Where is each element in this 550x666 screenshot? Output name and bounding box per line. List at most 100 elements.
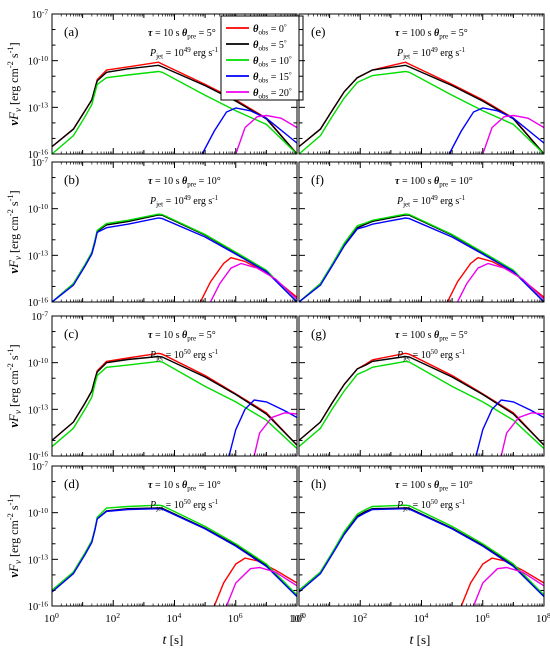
panel-params: τ = 100 s θpre = 10°: [395, 176, 473, 189]
y-tick-label: 10-7: [31, 459, 48, 473]
series-line-5deg: [299, 507, 544, 596]
x-tick-label: 108: [289, 611, 304, 625]
y-tick-label: 10-13: [28, 553, 49, 567]
y-tick-label: 10-16: [28, 147, 49, 161]
series-line-10deg: [52, 360, 297, 450]
x-tick-label: 106: [475, 611, 490, 625]
series-line-15deg: [52, 217, 297, 302]
y-tick-label: 10-16: [28, 295, 49, 309]
panel-letter: (g): [311, 326, 326, 341]
series-line-10deg: [52, 213, 297, 302]
series-line-0deg: [446, 256, 544, 302]
y-axis-label: νFν [erg cm-2 s-1]: [5, 344, 23, 427]
x-axis-label: t [s]: [163, 632, 184, 648]
panel-letter: (b): [64, 172, 79, 187]
panel-g: (g) τ = 100 s θpre = 5° Pjet = 1050 erg s-…: [298, 315, 545, 457]
panel-power: Pjet = 1049 erg s-1: [149, 194, 219, 209]
y-tick-label: 10-10: [28, 506, 49, 520]
panel-params: τ = 100 s θpre = 5°: [395, 330, 468, 343]
series-line-15deg: [299, 217, 544, 302]
legend: θobs = 0° θobs = 5° θobs = 10° θobs = 15° θo…: [220, 15, 304, 101]
series-line-0deg: [299, 61, 544, 154]
x-tick-label: 102: [352, 611, 367, 625]
panel-c: 10-7 10-10 10-13 10-16 νFν [erg cm-2 s-1] (c)…: [5, 309, 298, 463]
series-line-15deg: [228, 399, 297, 456]
panel-f: (f) τ = 100 s θpre = 10° Pjet = 1049 erg s…: [298, 161, 545, 303]
series-line-20deg: [500, 412, 544, 456]
series-line-5deg: [299, 64, 544, 154]
series-line-10deg: [299, 504, 544, 596]
series-line-10deg: [52, 504, 297, 596]
x-tick-label: 106: [228, 611, 243, 625]
y-tick-label: 10-13: [28, 101, 49, 115]
y-tick-label: 10-10: [28, 54, 49, 68]
y-axis-label: νFν [erg cm-2 s-1]: [5, 494, 23, 577]
series-line-0deg: [213, 557, 297, 606]
series-line-20deg: [225, 566, 297, 606]
panel-d: 10-7 10-10 10-13 10-16 νFν [erg cm-2 s-1] 100…: [5, 459, 304, 648]
x-tick-label: 104: [414, 611, 429, 625]
panel-params: τ = 100 s θpre = 5°: [395, 28, 468, 41]
y-tick-label: 10-13: [28, 403, 49, 417]
legend-entry-10deg: θobs = 10°: [253, 55, 292, 69]
panel-letter: (e): [311, 24, 325, 39]
series-line-5deg: [52, 507, 297, 596]
series-line-15deg: [475, 399, 544, 456]
legend-entry-15deg: θobs = 15°: [253, 71, 292, 85]
panel-h: 100 102 104 106 108 t [s] (h) τ = 100 s θpre = …: [291, 465, 550, 648]
x-tick-label: 100: [291, 611, 306, 625]
legend-entry-0deg: θobs = 0°: [253, 23, 287, 37]
series-line-15deg: [52, 507, 297, 598]
series-line-20deg: [209, 262, 297, 302]
series-line-20deg: [482, 114, 544, 154]
x-tick-label: 102: [105, 611, 120, 625]
panel-e: (e) τ = 100 s θpre = 5° Pjet = 1049 erg s-…: [298, 13, 545, 155]
y-tick-label: 10-10: [28, 356, 49, 370]
panel-letter: (f): [311, 172, 324, 187]
y-tick-label: 10-16: [28, 599, 49, 613]
panel-params: τ = 10 s θpre = 10°: [148, 480, 221, 493]
series-line-15deg: [299, 507, 544, 598]
legend-entry-20deg: θobs = 20°: [253, 87, 292, 101]
x-axis-label: t [s]: [410, 632, 431, 648]
series-line-15deg: [448, 107, 544, 154]
panel-params: τ = 10 s θpre = 5°: [148, 28, 216, 41]
panel-power: Pjet = 1050 erg s-1: [149, 348, 219, 363]
x-tick-label: 104: [167, 611, 182, 625]
y-axis-label: νFν [erg cm-2 s-1]: [5, 42, 23, 125]
y-tick-label: 10-16: [28, 449, 49, 463]
series-line-15deg: [201, 107, 297, 154]
series-line-0deg: [460, 557, 544, 606]
series-line-20deg: [472, 566, 544, 606]
panel-power: Pjet = 1050 erg s-1: [396, 348, 466, 363]
series-line-20deg: [456, 262, 544, 302]
panel-letter: (a): [64, 24, 78, 39]
panel-params: τ = 10 s θpre = 5°: [148, 330, 216, 343]
panel-a: 10-7 10-10 10-13 10-16 νFν [erg cm-2 s-1] (a)…: [5, 7, 304, 161]
series-line-10deg: [52, 70, 297, 154]
series-line-5deg: [299, 355, 544, 446]
x-tick-label: 100: [44, 611, 59, 625]
series-line-20deg: [235, 114, 297, 154]
legend-box: [220, 15, 304, 101]
y-tick-label: 10-10: [28, 202, 49, 216]
panel-letter: (c): [64, 326, 78, 341]
y-tick-label: 10-13: [28, 249, 49, 263]
panel-power: Pjet = 1049 erg s-1: [396, 194, 466, 209]
panel-power: Pjet = 1050 erg s-1: [396, 498, 466, 513]
panel-params: τ = 10 s θpre = 10°: [148, 176, 221, 189]
y-tick-label: 10-7: [31, 7, 48, 21]
series-line-0deg: [199, 256, 297, 302]
panel-b: 10-7 10-10 10-13 10-16 νFν [erg cm-2 s-1] (b)…: [5, 155, 298, 309]
series-line-10deg: [299, 70, 544, 154]
series-line-10deg: [299, 213, 544, 302]
series-line-10deg: [299, 360, 544, 450]
legend-entry-5deg: θobs = 5°: [253, 39, 287, 53]
series-line-20deg: [253, 412, 297, 456]
x-tick-label: 108: [536, 611, 550, 625]
y-axis-label: νFν [erg cm-2 s-1]: [5, 190, 23, 273]
panel-letter: (d): [64, 476, 79, 491]
panel-power: Pjet = 1049 erg s-1: [396, 46, 466, 61]
panel-power: Pjet = 1049 erg s-1: [149, 46, 219, 61]
y-tick-label: 10-7: [31, 309, 48, 323]
